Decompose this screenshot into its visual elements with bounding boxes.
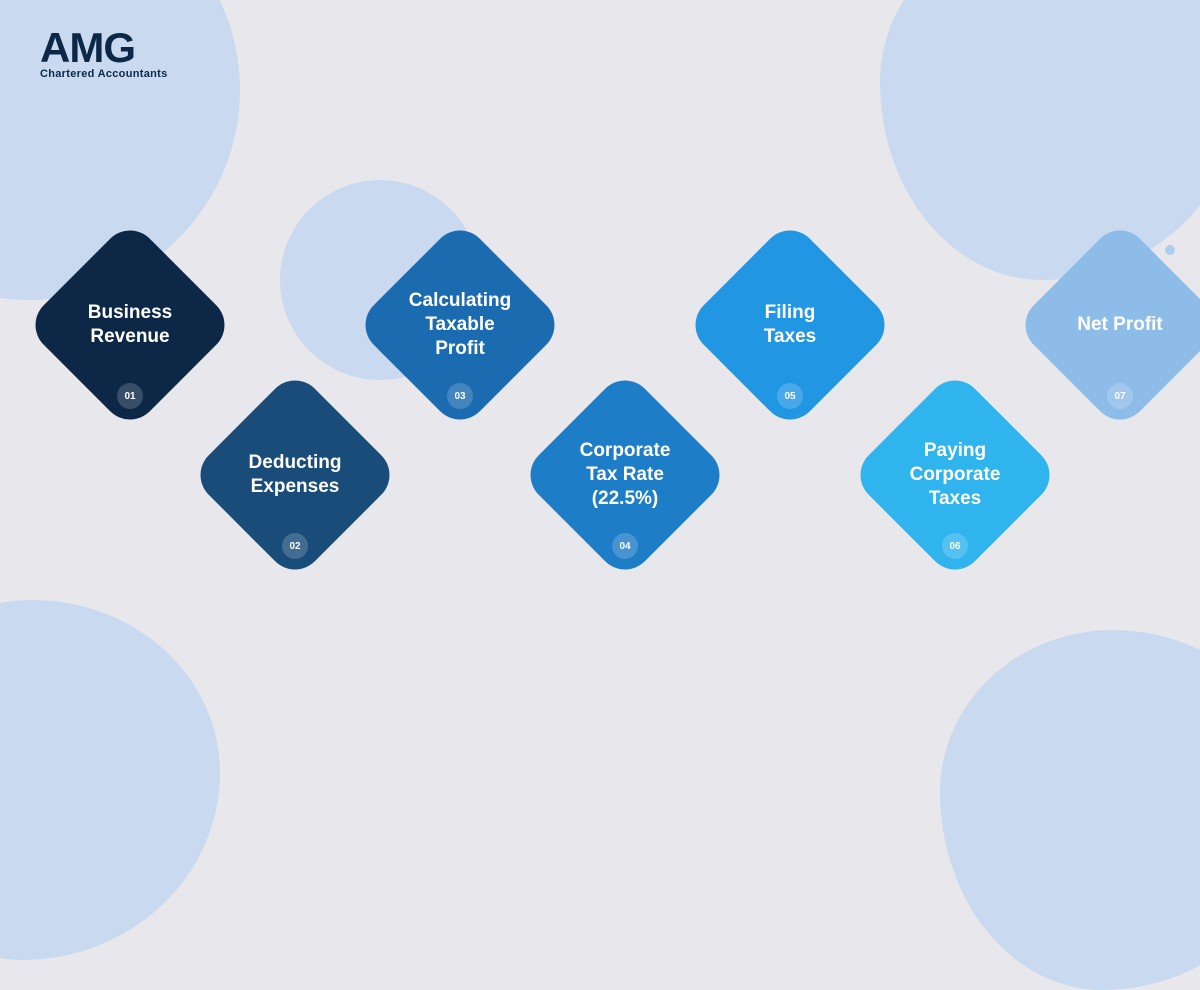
step-number-badge: 01	[117, 383, 143, 409]
step-number-badge: 04	[612, 533, 638, 559]
step-label: Net Profit	[1049, 313, 1191, 337]
step-label: PayingCorporateTaxes	[882, 439, 1029, 510]
step-number-badge: 02	[282, 533, 308, 559]
step-label: CalculatingTaxableProfit	[381, 289, 539, 360]
step-number-badge: 06	[942, 533, 968, 559]
bg-shape	[940, 630, 1200, 990]
step-number-badge: 07	[1107, 383, 1133, 409]
logo-text: AMG	[40, 30, 168, 66]
step-label: CorporateTax Rate(22.5%)	[552, 439, 699, 510]
process-step: Net Profit 07	[1020, 225, 1200, 425]
step-content: Net Profit 07	[1020, 225, 1200, 425]
step-label: DeductingExpenses	[221, 451, 370, 499]
logo: AMG Chartered Accountants	[40, 30, 168, 80]
step-number-badge: 05	[777, 383, 803, 409]
logo-subtitle: Chartered Accountants	[40, 68, 168, 80]
step-number-badge: 03	[447, 383, 473, 409]
step-label: FilingTaxes	[736, 301, 844, 349]
bg-shape	[0, 600, 220, 960]
step-label: BusinessRevenue	[60, 301, 200, 349]
